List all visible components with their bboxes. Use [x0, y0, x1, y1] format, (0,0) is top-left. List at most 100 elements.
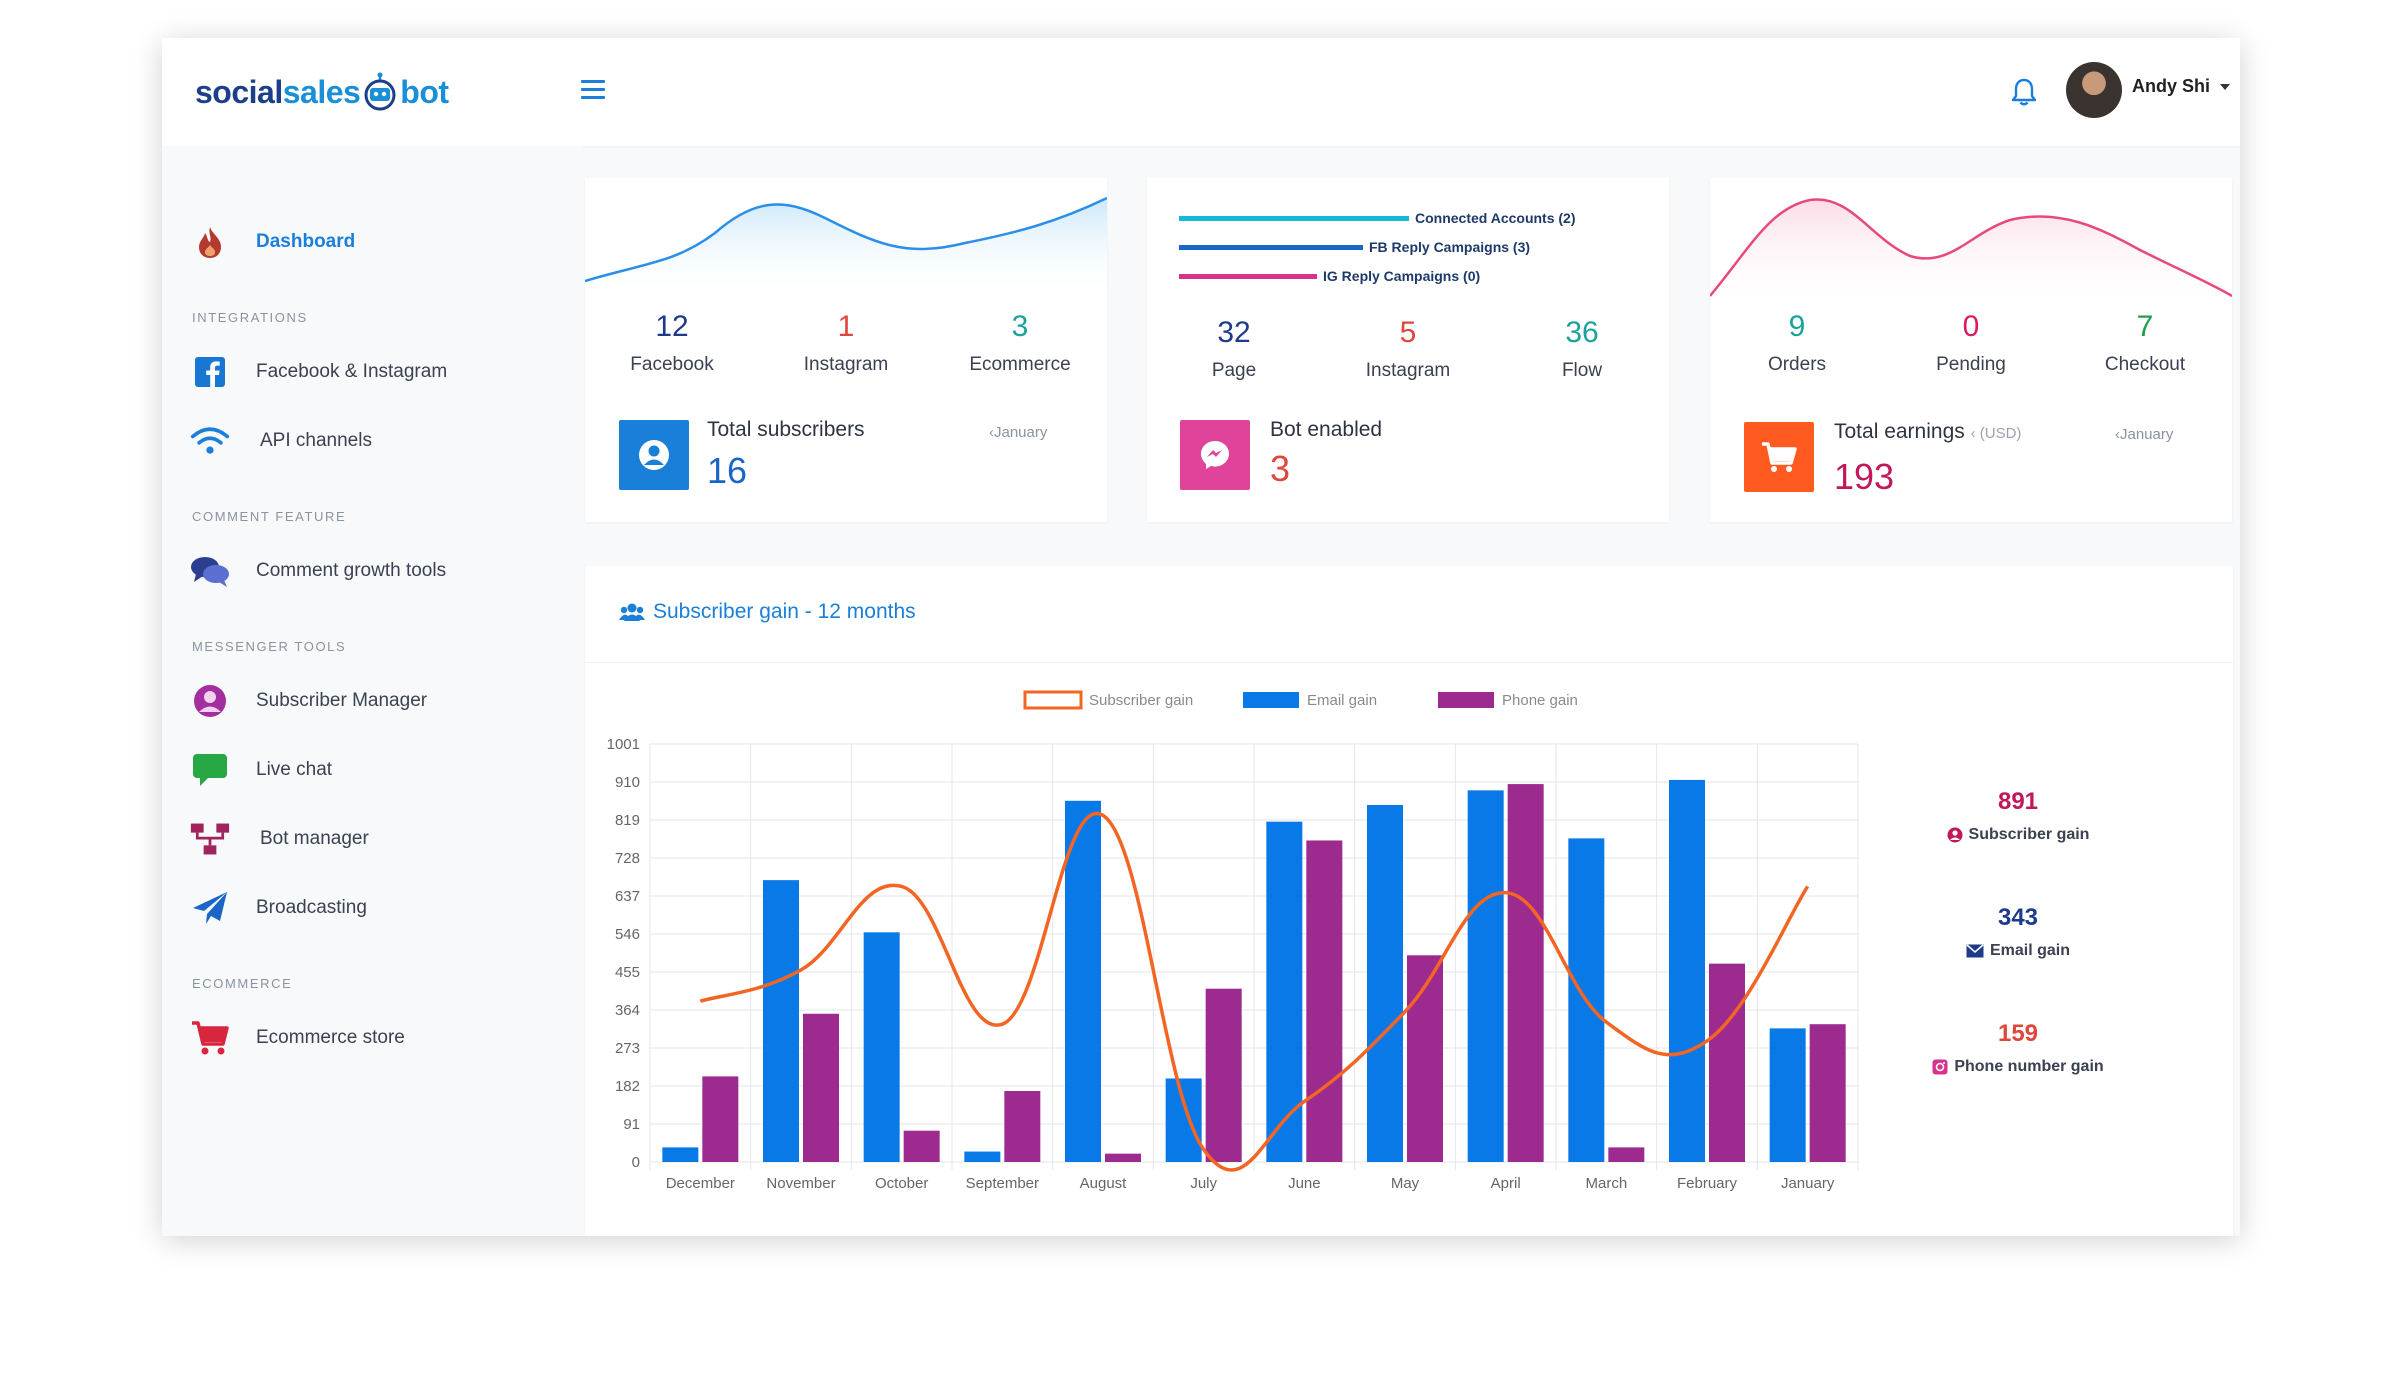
card-title: Total earnings ‹ (USD) [1834, 420, 2021, 444]
line-subscriber-gain [699, 811, 1810, 1172]
sidebar-item-dashboard[interactable]: Dashboard [190, 222, 355, 262]
x-tick-label: January [1781, 1175, 1835, 1192]
total-earnings-value: 193 [1834, 456, 1895, 497]
y-tick-label: 1001 [607, 736, 640, 753]
robot-icon [364, 72, 396, 111]
menu-toggle-button[interactable] [581, 80, 605, 102]
month-selector[interactable]: ‹January [2115, 426, 2174, 443]
sidebar-item-label: Dashboard [256, 231, 356, 252]
sidebar-item-label: Subscriber Manager [256, 690, 428, 711]
stat-label: Flow [1561, 360, 1603, 381]
x-tick-label: June [1288, 1175, 1321, 1192]
bar-email [1266, 821, 1303, 1162]
sidebar-item-subscriber-manager[interactable]: Subscriber Manager [190, 681, 427, 721]
sitemap-icon [190, 819, 230, 859]
legend-line-connected [1179, 216, 1409, 221]
stat-value: 7 [2136, 310, 2154, 343]
card-title: Total subscribers [707, 418, 865, 441]
x-tick-label: August [1080, 1175, 1128, 1192]
sidebar-item-label: Ecommerce store [256, 1027, 405, 1048]
legend-line-fb [1179, 245, 1363, 250]
side-stat-label-text: Email gain [1989, 942, 2071, 959]
subscribers-card: 12 Facebook 1 Instagram 3 Ecommerce Tota… [585, 178, 1107, 522]
y-tick-label: 0 [632, 1154, 640, 1171]
legend-label: Phone gain [1502, 692, 1578, 709]
sidebar-item-ecommerce-store[interactable]: Ecommerce store [190, 1018, 405, 1058]
side-stat-value: 159 [1997, 1020, 2039, 1047]
stat-instagram: 1 Instagram [759, 310, 933, 376]
users-icon [619, 603, 645, 621]
panel-title-text: Subscriber gain - 12 months [653, 600, 916, 623]
stat-facebook: 12 Facebook [585, 310, 759, 376]
x-tick-label: March [1585, 1175, 1627, 1192]
bar-phone [1407, 955, 1443, 1162]
x-tick-label: April [1491, 1175, 1521, 1192]
bell-icon[interactable] [2010, 77, 2040, 109]
x-tick-label: September [966, 1175, 1039, 1192]
bar-email [1769, 1028, 1806, 1162]
shopping-cart-icon [190, 1018, 230, 1058]
earnings-sparkline [1710, 198, 2232, 308]
bar-email [1467, 790, 1504, 1162]
side-stat-phone: 159 Phone number gain [1908, 1020, 2128, 1076]
side-stat-subscriber: 891 Subscriber gain [1908, 788, 2128, 844]
bar-phone [702, 1076, 739, 1162]
stat-instagram: 5 Instagram [1321, 316, 1495, 382]
y-tick-label: 637 [615, 888, 640, 905]
x-tick-label: October [875, 1175, 928, 1192]
section-ecommerce: ECOMMERCE [192, 976, 293, 991]
avatar[interactable] [2066, 62, 2122, 118]
bar-email [763, 880, 799, 1162]
brand-logo[interactable]: social sales bot [195, 64, 449, 120]
side-stat-label-text: Subscriber gain [1968, 826, 2090, 843]
brand-part-2: sales [282, 73, 361, 110]
stat-label: Facebook [630, 354, 714, 375]
panel-header: Subscriber gain - 12 months [585, 566, 2233, 663]
stat-value: 0 [1962, 310, 1980, 343]
bot-card: Connected Accounts (2) FB Reply Campaign… [1147, 178, 1669, 522]
section-comment-feature: COMMENT FEATURE [192, 509, 347, 524]
fire-icon [190, 222, 230, 262]
legend-fb-reply: FB Reply Campaigns (3) [1369, 239, 1531, 255]
side-stat-value: 891 [1997, 788, 2039, 815]
y-tick-label: 273 [615, 1040, 640, 1057]
chat-bubble-icon [190, 750, 230, 790]
sidebar-item-bot-manager[interactable]: Bot manager [190, 819, 369, 859]
side-stat-email: 343 Email gain [1908, 904, 2128, 960]
shopping-cart-icon [1762, 442, 1797, 472]
y-tick-label: 546 [615, 926, 640, 943]
month-selector[interactable]: ‹January [989, 424, 1048, 441]
stat-value: 12 [655, 310, 689, 343]
top-bar: social sales bot Andy Shi [162, 38, 2240, 146]
y-tick-label: 91 [623, 1116, 640, 1133]
stat-orders: 9 Orders [1710, 310, 1884, 376]
bar-email [662, 1147, 699, 1162]
chevron-down-icon [2220, 84, 2231, 91]
user-menu[interactable]: Andy Shi [2132, 76, 2231, 97]
bar-phone [1608, 1147, 1645, 1162]
stat-label: Ecommerce [969, 354, 1071, 375]
bar-email [1367, 804, 1403, 1162]
legend-swatch [1243, 692, 1299, 708]
bar-email [964, 1151, 1001, 1162]
sidebar-item-api-channels[interactable]: API channels [190, 421, 372, 461]
sidebar-item-comment-growth-tools[interactable]: Comment growth tools [190, 551, 446, 591]
instagram-icon [1932, 1059, 1948, 1075]
bar-phone [1709, 963, 1745, 1162]
sidebar-item-label: Live chat [256, 759, 333, 780]
bar-phone [1507, 784, 1544, 1162]
stat-label: Checkout [2104, 354, 2186, 375]
bot-icon-box [1180, 420, 1250, 490]
sidebar-item-label: Broadcasting [256, 897, 367, 918]
y-tick-label: 728 [615, 850, 640, 867]
x-tick-label: December [666, 1175, 735, 1192]
x-tick-label: February [1677, 1175, 1738, 1192]
sidebar-item-broadcasting[interactable]: Broadcasting [190, 888, 367, 928]
sidebar-item-facebook-instagram[interactable]: Facebook & Instagram [190, 352, 447, 392]
y-tick-label: 182 [615, 1078, 640, 1095]
x-tick-label: July [1190, 1175, 1217, 1192]
side-stat-label-text: Phone number gain [1954, 1058, 2104, 1075]
sidebar-item-live-chat[interactable]: Live chat [190, 750, 332, 790]
envelope-icon [1966, 944, 1984, 958]
bar-email [1065, 800, 1101, 1162]
